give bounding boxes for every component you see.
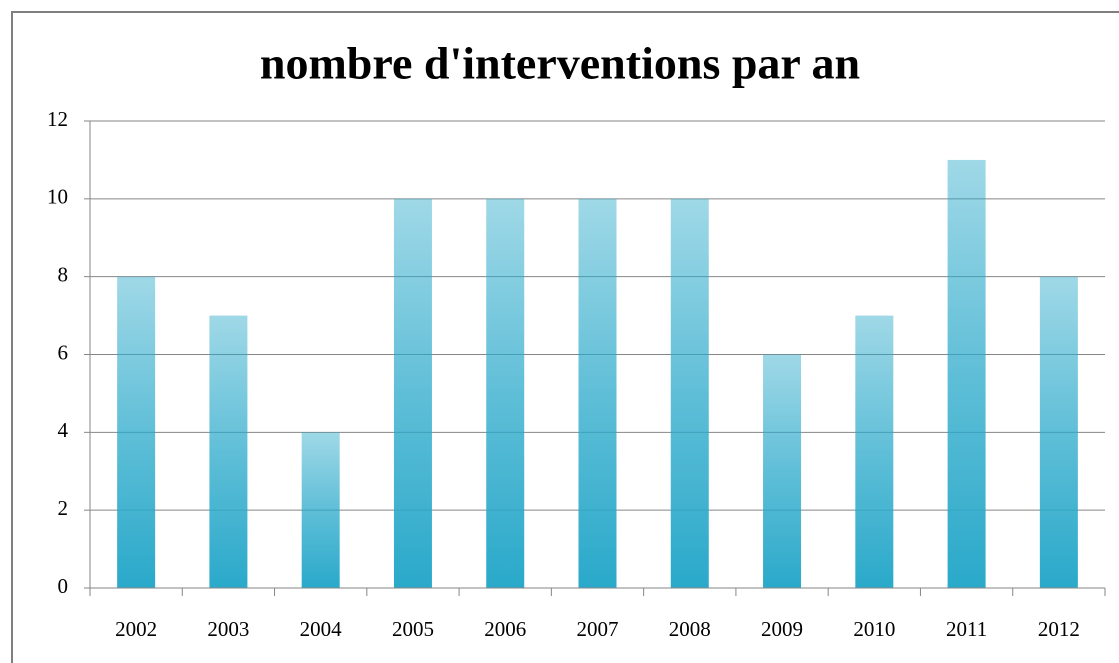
x-tick-label: 2007 — [577, 617, 619, 641]
y-tick-label: 0 — [58, 574, 69, 598]
x-tick-label: 2011 — [946, 617, 987, 641]
bar — [670, 198, 709, 589]
x-tick-label: 2010 — [853, 617, 895, 641]
x-tick-label: 2006 — [484, 617, 526, 641]
bar — [117, 276, 156, 588]
x-tick-label: 2008 — [669, 617, 711, 641]
bar — [1039, 276, 1078, 588]
bar — [855, 315, 894, 588]
bar — [486, 198, 525, 589]
y-tick-label: 2 — [58, 496, 69, 520]
x-tick-label: 2003 — [207, 617, 249, 641]
bar — [763, 354, 802, 588]
bar — [209, 315, 248, 588]
bar — [578, 198, 617, 589]
x-tick-label: 2002 — [115, 617, 157, 641]
bar — [393, 198, 432, 589]
chart-title: nombre d'interventions par an — [260, 38, 860, 89]
y-tick-label: 8 — [58, 262, 69, 286]
y-tick-label: 12 — [47, 107, 68, 131]
x-tick-label: 2012 — [1038, 617, 1080, 641]
x-tick-label: 2004 — [300, 617, 343, 641]
x-tick-label: 2009 — [761, 617, 803, 641]
bar — [947, 159, 986, 588]
y-tick-label: 10 — [47, 185, 68, 209]
bar — [301, 432, 340, 588]
x-tick-label: 2005 — [392, 617, 434, 641]
y-tick-label: 4 — [58, 418, 69, 442]
y-tick-label: 6 — [58, 340, 69, 364]
